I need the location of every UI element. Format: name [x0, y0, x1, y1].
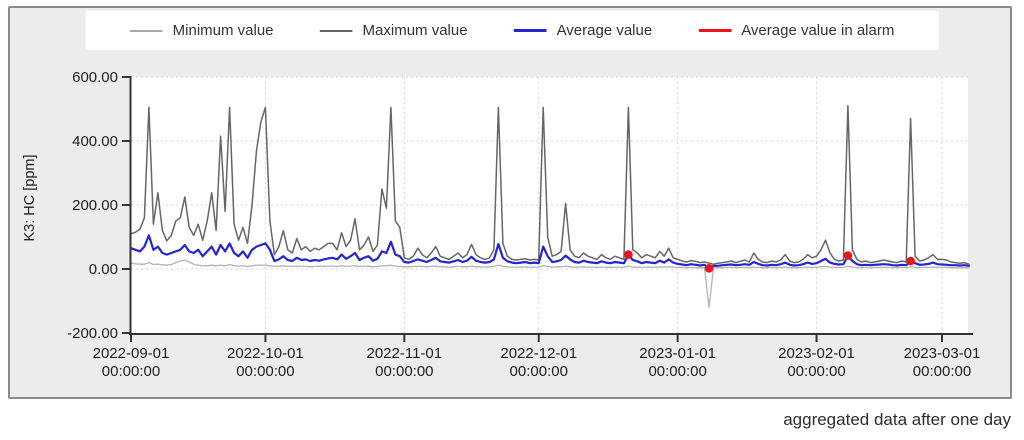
- x-tick-label-date: 2023-03-01: [904, 345, 981, 362]
- legend-swatch-maximum-line: [319, 29, 353, 32]
- legend-swatch-minimum-line: [129, 29, 163, 32]
- x-tick-label-date: 2023-02-01: [778, 345, 855, 362]
- aggregation-note: aggregated data after one day: [783, 410, 1011, 429]
- y-tick-label: -200.00: [67, 325, 118, 342]
- x-tick-label-time: 00:00:00: [787, 363, 845, 380]
- x-tick-label-date: 2022-09-01: [93, 345, 170, 362]
- series-line-maximum-value: [130, 105, 970, 265]
- chart-legend: Minimum value Maximum value Average valu…: [85, 11, 939, 50]
- x-tick-label-date: 2023-01-01: [639, 345, 716, 362]
- legend-item-average: Average value: [513, 22, 653, 39]
- y-axis-title: K3: HC [ppm]: [22, 154, 38, 242]
- legend-item-maximum: Maximum value: [319, 22, 468, 39]
- series-line-average-value: [129, 234, 971, 270]
- y-tick-label: 200.00: [72, 197, 118, 214]
- x-tick-label-date: 2022-10-01: [227, 345, 304, 362]
- y-tick-label: 0.00: [89, 261, 118, 278]
- y-tick-label: 600.00: [72, 69, 118, 86]
- legend-label-maximum: Maximum value: [362, 22, 468, 39]
- legend-label-average: Average value: [556, 22, 653, 39]
- alarm-point: [624, 250, 633, 259]
- series-line-minimum-value: [130, 259, 970, 309]
- x-tick-label-time: 00:00:00: [102, 363, 160, 380]
- x-tick-label-time: 00:00:00: [648, 363, 706, 380]
- plot-background: [131, 77, 968, 333]
- legend-label-minimum: Minimum value: [172, 22, 274, 39]
- y-tick-label: 400.00: [72, 133, 118, 150]
- alarm-point: [704, 264, 714, 273]
- legend-item-minimum: Minimum value: [129, 22, 274, 39]
- x-tick-label-time: 00:00:00: [375, 363, 433, 380]
- x-tick-label-time: 00:00:00: [236, 363, 294, 380]
- legend-swatch-alarm-line: [698, 29, 732, 32]
- alarm-point: [906, 256, 915, 266]
- x-tick-label-date: 2022-12-01: [500, 345, 577, 362]
- legend-item-alarm: Average value in alarm: [698, 22, 894, 39]
- alarm-point: [843, 251, 853, 260]
- x-tick-label-time: 00:00:00: [510, 363, 568, 380]
- legend-swatch-average-line: [513, 29, 547, 32]
- x-tick-label-date: 2022-11-01: [367, 345, 443, 362]
- x-tick-label-time: 00:00:00: [913, 363, 971, 380]
- legend-label-alarm: Average value in alarm: [741, 22, 895, 39]
